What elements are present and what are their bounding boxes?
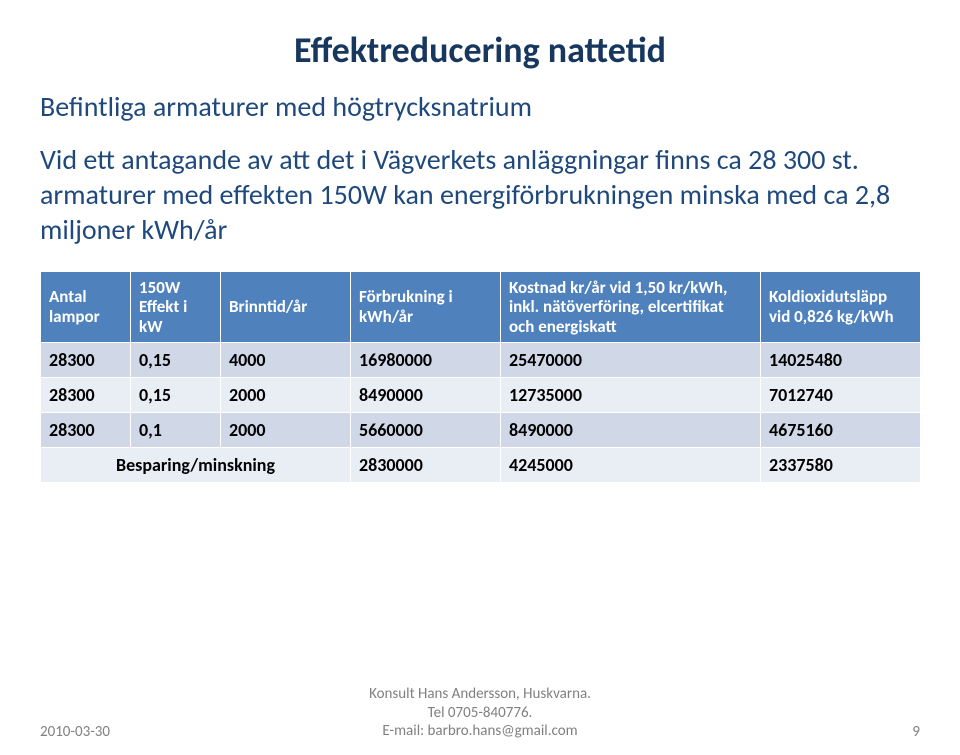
table-cell: 16980000 bbox=[351, 343, 501, 378]
table-cell: 4675160 bbox=[761, 413, 921, 448]
table-cell: 28300 bbox=[41, 343, 131, 378]
table-header: Förbrukning i kWh/år bbox=[351, 271, 501, 343]
table-cell: 28300 bbox=[41, 413, 131, 448]
table-row: 28300 0,15 4000 16980000 25470000 140254… bbox=[41, 343, 921, 378]
table-header: Antal lampor bbox=[41, 271, 131, 343]
table-header: Kostnad kr/år vid 1,50 kr/kWh, inkl. nät… bbox=[501, 271, 761, 343]
table-cell: 2000 bbox=[221, 378, 351, 413]
table-cell: 2337580 bbox=[761, 448, 921, 483]
table-cell: 0,15 bbox=[131, 343, 221, 378]
table-row: 28300 0,15 2000 8490000 12735000 7012740 bbox=[41, 378, 921, 413]
table-cell: 2000 bbox=[221, 413, 351, 448]
table-header: Koldioxidutsläpp vid 0,826 kg/kWh bbox=[761, 271, 921, 343]
table-row: 28300 0,1 2000 5660000 8490000 4675160 bbox=[41, 413, 921, 448]
body-text: Vid ett antagande av att det i Vägverket… bbox=[40, 142, 920, 247]
slide: Effektreducering nattetid Befintliga arm… bbox=[0, 0, 960, 755]
table-cell: 8490000 bbox=[501, 413, 761, 448]
footer-line: Tel 0705-840776. bbox=[0, 704, 960, 723]
slide-footer: 2010-03-30 Konsult Hans Andersson, Huskv… bbox=[0, 685, 960, 741]
table-header: Brinntid/år bbox=[221, 271, 351, 343]
table-cell: 25470000 bbox=[501, 343, 761, 378]
table-header: 150W Effekt i kW bbox=[131, 271, 221, 343]
table-cell: 2830000 bbox=[351, 448, 501, 483]
footer-line: E-mail: barbro.hans@gmail.com bbox=[0, 722, 960, 741]
table-cell: 14025480 bbox=[761, 343, 921, 378]
footer-page-number: 9 bbox=[912, 723, 920, 741]
table-summary-row: Besparing/minskning 2830000 4245000 2337… bbox=[41, 448, 921, 483]
table-header-row: Antal lampor 150W Effekt i kW Brinntid/å… bbox=[41, 271, 921, 343]
table-cell: 0,1 bbox=[131, 413, 221, 448]
table-cell: 8490000 bbox=[351, 378, 501, 413]
table-cell: 12735000 bbox=[501, 378, 761, 413]
table-cell: 4000 bbox=[221, 343, 351, 378]
footer-line: Konsult Hans Andersson, Huskvarna. bbox=[0, 685, 960, 704]
summary-label: Besparing/minskning bbox=[41, 448, 351, 483]
slide-subtitle: Befintliga armaturer med högtrycksnatriu… bbox=[40, 90, 920, 124]
slide-title: Effektreducering nattetid bbox=[40, 28, 920, 72]
data-table: Antal lampor 150W Effekt i kW Brinntid/å… bbox=[40, 271, 921, 484]
table-cell: 0,15 bbox=[131, 378, 221, 413]
table-cell: 5660000 bbox=[351, 413, 501, 448]
table-cell: 28300 bbox=[41, 378, 131, 413]
footer-center: Konsult Hans Andersson, Huskvarna. Tel 0… bbox=[0, 685, 960, 741]
footer-date: 2010-03-30 bbox=[40, 723, 110, 741]
table-cell: 4245000 bbox=[501, 448, 761, 483]
table-cell: 7012740 bbox=[761, 378, 921, 413]
